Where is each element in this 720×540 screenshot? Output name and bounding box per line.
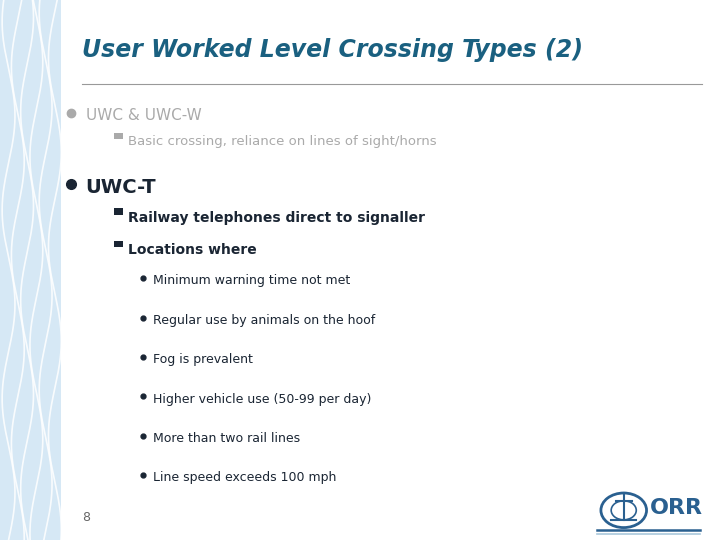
Text: Minimum warning time not met: Minimum warning time not met <box>153 274 351 287</box>
Text: Line speed exceeds 100 mph: Line speed exceeds 100 mph <box>153 471 337 484</box>
Text: Locations where: Locations where <box>128 243 257 257</box>
Text: User Worked Level Crossing Types (2): User Worked Level Crossing Types (2) <box>82 38 583 62</box>
Text: UWC-T: UWC-T <box>86 178 156 197</box>
Text: ORR: ORR <box>650 497 703 518</box>
Text: Fog is prevalent: Fog is prevalent <box>153 353 253 366</box>
Text: 8: 8 <box>82 511 90 524</box>
Bar <box>114 241 122 247</box>
Text: More than two rail lines: More than two rail lines <box>153 432 300 445</box>
Text: UWC & UWC-W: UWC & UWC-W <box>86 108 202 123</box>
Bar <box>114 133 122 139</box>
Text: Railway telephones direct to signaller: Railway telephones direct to signaller <box>128 211 426 225</box>
Text: Basic crossing, reliance on lines of sight/horns: Basic crossing, reliance on lines of sig… <box>128 135 437 148</box>
Bar <box>114 208 122 215</box>
Text: Higher vehicle use (50-99 per day): Higher vehicle use (50-99 per day) <box>153 393 372 406</box>
Text: Regular use by animals on the hoof: Regular use by animals on the hoof <box>153 314 376 327</box>
Bar <box>0 0 60 540</box>
